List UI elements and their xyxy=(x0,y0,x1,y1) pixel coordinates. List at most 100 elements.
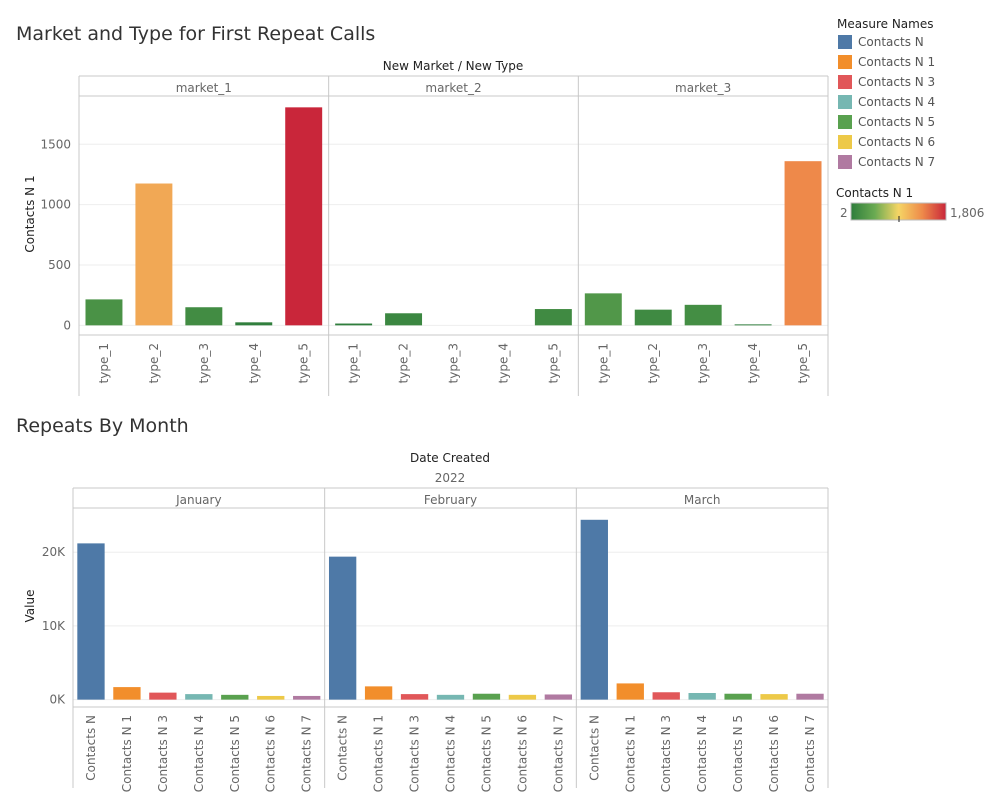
y-tick-label: 0 xyxy=(63,318,71,332)
bar[interactable] xyxy=(760,694,788,700)
bar[interactable] xyxy=(796,693,824,700)
x-tick-label: Contacts N 4 xyxy=(192,715,206,792)
pane-header: market_1 xyxy=(176,81,232,95)
x-tick-label: Contacts N xyxy=(587,715,601,781)
bar[interactable] xyxy=(335,323,373,326)
bar[interactable] xyxy=(135,183,173,326)
bar[interactable] xyxy=(113,687,141,700)
legend-label: Contacts N 6 xyxy=(858,135,935,149)
legend-swatch[interactable] xyxy=(838,115,852,129)
chart1-column-header: New Market / New Type xyxy=(383,59,523,73)
x-tick-label: Contacts N 5 xyxy=(479,715,493,792)
bar[interactable] xyxy=(472,693,501,700)
chart1-title: Market and Type for First Repeat Calls xyxy=(16,23,375,45)
x-tick-label: type_4 xyxy=(746,343,760,383)
y-tick-label: 500 xyxy=(48,258,71,272)
bar[interactable] xyxy=(328,556,357,700)
legend-label: Contacts N 7 xyxy=(858,155,935,169)
bar[interactable] xyxy=(544,694,573,700)
x-tick-label: type_4 xyxy=(496,343,510,383)
x-tick-label: Contacts N 3 xyxy=(659,715,673,792)
pane-header: January xyxy=(175,493,222,507)
x-tick-label: Contacts N 1 xyxy=(120,715,134,792)
chart2-year-label: 2022 xyxy=(435,471,466,485)
bar[interactable] xyxy=(634,309,672,326)
bar[interactable] xyxy=(285,107,323,326)
bar[interactable] xyxy=(580,519,608,700)
bar[interactable] xyxy=(684,304,722,326)
chart2-column-header: Date Created xyxy=(410,451,490,465)
x-tick-label: Contacts N 7 xyxy=(551,715,565,792)
bar[interactable] xyxy=(77,543,105,700)
x-tick-label: Contacts N 4 xyxy=(444,715,458,792)
legend-label: Contacts N 3 xyxy=(858,75,935,89)
y-tick-label: 0K xyxy=(49,693,66,707)
color-scale-max-label: 1,806 xyxy=(950,206,984,220)
x-tick-label: type_2 xyxy=(147,343,161,383)
x-tick-label: type_1 xyxy=(347,343,361,383)
x-tick-label: type_4 xyxy=(247,343,261,383)
x-tick-label: Contacts N 6 xyxy=(767,715,781,792)
y-tick-label: 10K xyxy=(42,619,66,633)
x-tick-label: type_3 xyxy=(447,343,461,383)
pane-header: market_3 xyxy=(675,81,731,95)
x-tick-label: type_5 xyxy=(796,343,810,383)
x-tick-label: Contacts N xyxy=(336,715,350,781)
x-tick-label: Contacts N 7 xyxy=(803,715,817,792)
legend-swatch[interactable] xyxy=(838,135,852,149)
bar[interactable] xyxy=(385,313,423,326)
bar[interactable] xyxy=(784,161,822,326)
chart2-y-axis-title: Value xyxy=(23,590,37,623)
bar[interactable] xyxy=(149,692,177,700)
x-tick-label: Contacts N 3 xyxy=(156,715,170,792)
x-tick-label: Contacts N 3 xyxy=(408,715,422,792)
bar[interactable] xyxy=(534,309,572,326)
legend-swatch[interactable] xyxy=(838,55,852,69)
color-scale-min-label: 2 xyxy=(840,206,848,220)
x-tick-label: type_5 xyxy=(546,343,560,383)
legend-swatch[interactable] xyxy=(838,155,852,169)
x-tick-label: type_1 xyxy=(97,343,111,383)
legend-label: Contacts N 5 xyxy=(858,115,935,129)
x-tick-label: type_1 xyxy=(596,343,610,383)
pane-header: February xyxy=(424,493,477,507)
bar[interactable] xyxy=(734,324,772,326)
x-tick-label: type_5 xyxy=(297,343,311,383)
chart1-y-axis-title: Contacts N 1 xyxy=(23,175,37,252)
bar[interactable] xyxy=(221,694,249,700)
chart2-title: Repeats By Month xyxy=(16,415,189,437)
x-tick-label: type_3 xyxy=(197,343,211,383)
bar[interactable] xyxy=(85,299,123,326)
bar[interactable] xyxy=(235,322,273,326)
bar[interactable] xyxy=(508,694,537,700)
bar[interactable] xyxy=(364,686,393,700)
bar[interactable] xyxy=(652,692,680,700)
bar[interactable] xyxy=(584,293,622,326)
legend-swatch[interactable] xyxy=(838,75,852,89)
legend-label: Contacts N 4 xyxy=(858,95,935,109)
bar[interactable] xyxy=(724,693,752,700)
bar[interactable] xyxy=(185,694,213,700)
bar[interactable] xyxy=(400,694,429,700)
x-tick-label: Contacts N 5 xyxy=(228,715,242,792)
bar[interactable] xyxy=(436,694,465,700)
x-tick-label: Contacts N 6 xyxy=(264,715,278,792)
y-tick-label: 1500 xyxy=(40,137,71,151)
bar[interactable] xyxy=(257,695,285,700)
pane-header: market_2 xyxy=(425,81,481,95)
bar[interactable] xyxy=(293,695,321,700)
bar[interactable] xyxy=(185,307,223,326)
x-tick-label: type_2 xyxy=(646,343,660,383)
y-tick-label: 1000 xyxy=(40,198,71,212)
x-tick-label: Contacts N 7 xyxy=(300,715,314,792)
legend-swatch[interactable] xyxy=(838,35,852,49)
y-tick-label: 20K xyxy=(42,545,66,559)
bar[interactable] xyxy=(616,683,644,700)
color-scale-title: Contacts N 1 xyxy=(836,186,913,200)
pane-header: March xyxy=(684,493,721,507)
legend-swatch[interactable] xyxy=(838,95,852,109)
x-tick-label: Contacts N 1 xyxy=(623,715,637,792)
x-tick-label: Contacts N 5 xyxy=(731,715,745,792)
bar[interactable] xyxy=(688,692,716,700)
